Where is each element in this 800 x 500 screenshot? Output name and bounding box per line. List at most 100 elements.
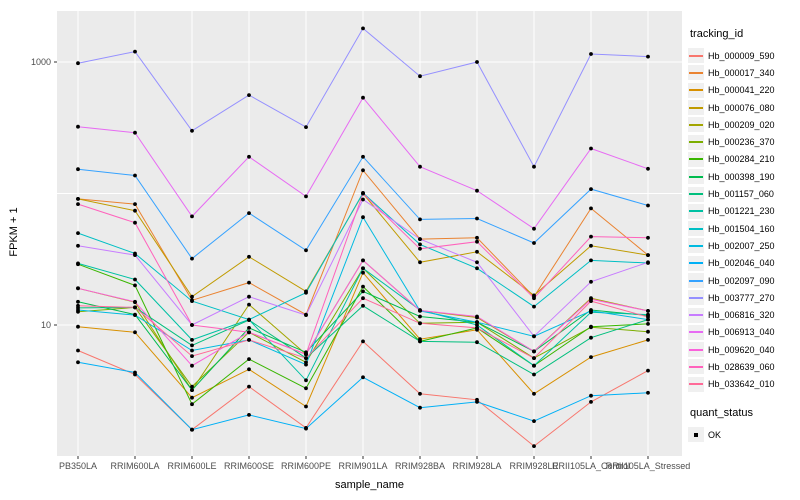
- legend-key-swatch: [688, 65, 704, 81]
- data-point: [247, 154, 251, 159]
- line-swatch-icon: [689, 54, 703, 57]
- line-swatch-icon: [689, 383, 703, 386]
- x-tick-label: PB350LA: [59, 461, 97, 471]
- legend-row-Hb_002007_250: Hb_002007_250: [688, 237, 800, 254]
- data-point: [418, 237, 422, 242]
- data-point: [304, 248, 308, 253]
- data-point: [418, 308, 422, 313]
- data-point: [589, 324, 593, 329]
- line-swatch-icon: [689, 89, 703, 92]
- data-point: [361, 154, 365, 159]
- data-point: [532, 241, 536, 245]
- data-point: [190, 338, 194, 342]
- data-point: [247, 294, 251, 299]
- data-point: [304, 290, 308, 295]
- data-point: [190, 348, 194, 353]
- data-point: [304, 356, 308, 360]
- y-tick-labels: 10 1000: [31, 57, 51, 330]
- data-point: [304, 313, 308, 317]
- data-point: [190, 294, 194, 299]
- data-point: [532, 391, 536, 396]
- legend-key-swatch: [688, 238, 704, 254]
- data-point: [589, 279, 593, 284]
- legend-key-swatch: [688, 82, 704, 98]
- data-point: [646, 203, 650, 208]
- line-swatch-icon: [689, 296, 703, 299]
- data-points-Hb_033642_010: [76, 296, 650, 360]
- data-point: [361, 95, 365, 100]
- data-points-Hb_003777_270: [76, 26, 650, 169]
- line-swatch-icon: [689, 210, 703, 213]
- data-point: [475, 188, 479, 193]
- legend-label: Hb_000017_340: [708, 67, 775, 78]
- data-points-Hb_000041_220: [76, 270, 650, 409]
- data-point: [418, 339, 422, 344]
- legend-label: Hb_006913_040: [708, 327, 775, 338]
- legend-label: Hb_000236_370: [708, 137, 775, 148]
- legend-key-swatch: [688, 255, 704, 271]
- data-point: [190, 363, 194, 368]
- data-point: [589, 234, 593, 239]
- data-point: [646, 235, 650, 240]
- data-point: [646, 368, 650, 373]
- data-point: [133, 49, 137, 54]
- legend-key-swatch: [688, 48, 704, 64]
- data-point: [475, 60, 479, 64]
- legend-key-swatch: [688, 186, 704, 202]
- data-point: [589, 258, 593, 263]
- x-tick-label: RRII105LA_Control: [552, 461, 630, 471]
- legend-key-swatch: [688, 221, 704, 237]
- data-point: [304, 378, 308, 383]
- data-point: [646, 253, 650, 257]
- data-point: [418, 74, 422, 79]
- data-point: [361, 197, 365, 202]
- legend-key-swatch: [688, 273, 704, 288]
- legend-key-swatch: [688, 151, 704, 167]
- data-point: [133, 305, 137, 310]
- data-point: [133, 277, 137, 282]
- data-point: [247, 367, 251, 372]
- data-point: [190, 384, 194, 389]
- data-point: [475, 400, 479, 404]
- legend-row-Hb_000284_210: Hb_000284_210: [688, 151, 800, 168]
- data-point: [532, 334, 536, 339]
- data-point: [304, 426, 308, 431]
- legend-row-Hb_009620_040: Hb_009620_040: [688, 341, 800, 358]
- data-point: [475, 323, 479, 327]
- data-point: [646, 54, 650, 59]
- data-point: [646, 309, 650, 313]
- y-axis-title: FPKM + 1: [8, 207, 20, 257]
- line-swatch-icon: [689, 244, 703, 247]
- data-point: [646, 166, 650, 171]
- legend-row-Hb_000009_590: Hb_000009_590: [688, 47, 800, 64]
- legend-row-Hb_002046_040: Hb_002046_040: [688, 255, 800, 272]
- data-point: [646, 260, 650, 265]
- legend-label: Hb_002007_250: [708, 240, 775, 251]
- axis-ticks: [54, 61, 649, 459]
- data-point: [247, 280, 251, 285]
- legend-title-tracking-id: tracking_id: [690, 28, 744, 40]
- data-points-Hb_028639_060: [76, 191, 650, 357]
- data-point: [418, 260, 422, 265]
- legend-row-Hb_000398_190: Hb_000398_190: [688, 168, 800, 185]
- data-points-Hb_002046_040: [76, 360, 650, 432]
- legend-key-swatch: [688, 203, 704, 219]
- legend-key-swatch: [688, 342, 704, 358]
- data-point: [589, 400, 593, 404]
- data-point: [133, 173, 137, 178]
- x-tick-label: RRIM928LA: [452, 461, 501, 471]
- quant-status-key: [688, 427, 704, 443]
- line-swatch-icon: [689, 106, 703, 109]
- data-point: [76, 231, 80, 236]
- data-point: [247, 254, 251, 259]
- data-point: [532, 419, 536, 423]
- data-point: [190, 128, 194, 133]
- data-point: [304, 352, 308, 357]
- data-point: [361, 266, 365, 271]
- legend-label: Hb_000041_220: [708, 85, 775, 96]
- line-swatch-icon: [689, 279, 703, 282]
- legend-row-Hb_006816_320: Hb_006816_320: [688, 306, 800, 323]
- legend: tracking_id Hb_000009_590 Hb_000017_340 Hb…: [688, 28, 800, 443]
- data-point: [589, 187, 593, 192]
